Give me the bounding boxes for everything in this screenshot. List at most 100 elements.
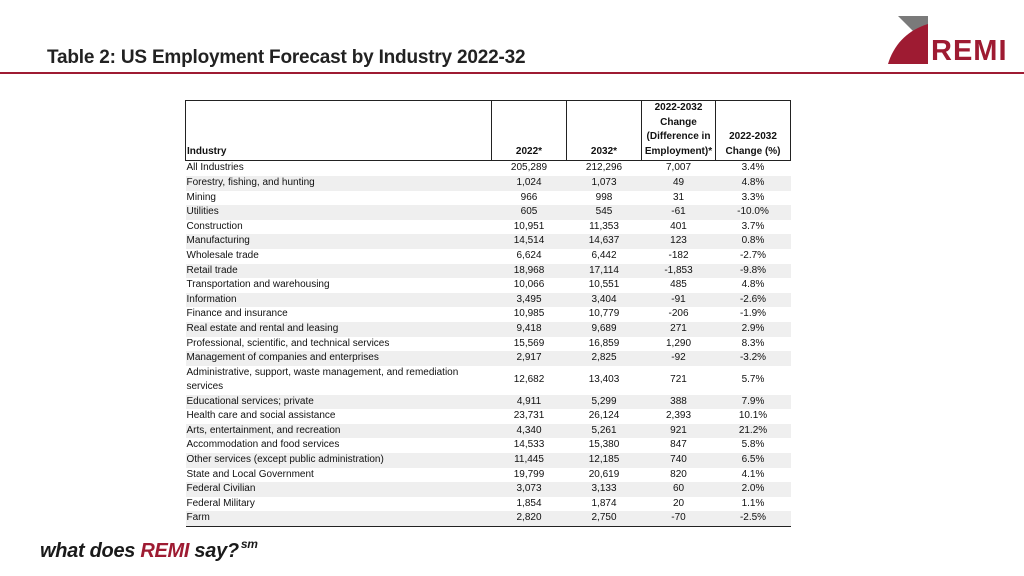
industry-cell: State and Local Government [186,468,314,480]
remi-logo: REMI [888,16,1008,66]
change-cell: 721 [670,373,687,385]
industry-cell: Farm [185,511,492,528]
title-rule [0,72,1024,74]
change-cell: -91 [641,292,716,308]
value-2032-cell: 545 [566,205,642,220]
value-2032-cell: 2,750 [566,511,642,528]
table-row: Farm 2,820 2,750 -70 -2.5% [185,511,791,528]
change-pct-cell: 10.1% [738,410,768,422]
value-2032-cell: 10,779 [588,308,620,320]
industry-cell: Other services (except public administra… [185,453,492,468]
header-change: 2022-2032 Change (Difference in Employme… [641,99,716,162]
change-pct-cell: 4.1% [741,468,765,480]
change-cell: 847 [670,439,687,451]
change-pct-cell: 6.5% [715,453,791,468]
industry-cell: Federal Military [186,497,255,509]
change-pct-cell: 8.3% [741,337,765,349]
industry-cell: Retail trade [185,263,492,279]
logo-text: REMI [931,35,1008,67]
table-row: All Industries 205,289 212,296 7,007 3.4% [186,161,791,176]
industry-cell: Professional, scientific, and technical … [186,337,390,349]
change-cell: 271 [641,321,716,337]
value-2032-cell: 12,185 [566,453,642,468]
industry-cell: Educational services; private [185,394,492,410]
value-2032-cell: 20,619 [588,468,620,480]
header-2032: 2032* [566,99,642,162]
table-row: Accommodation and food services 14,533 15,… [186,438,791,453]
table-row: Finance and insurance 10,985 10,779 -206 -1.… [186,307,791,322]
change-cell: 921 [641,423,716,439]
tagline: what does REMI say? sm [40,537,258,563]
industry-cell: Transportation and warehousing [186,279,330,291]
table-row: Real estate and rental and leasing 9,418 9… [185,321,791,337]
change-pct-cell: -2.7% [739,249,767,261]
table-row: Federal Military 1,854 1,874 20 1.1% [186,497,791,512]
value-2032-cell: 9,689 [566,321,642,337]
table-row: Forestry, fishing, and hunting 1,024 1,073… [185,175,791,191]
table-row: Retail trade 18,968 17,114 -1,853 -9.8% [185,263,791,279]
value-2022-cell: 4,911 [491,394,567,410]
change-cell: 820 [670,468,687,480]
industry-cell: Administrative, support, waste managemen… [186,367,459,393]
change-cell: 740 [641,453,716,468]
table-row: Wholesale trade 6,624 6,442 -182 -2.7% [186,249,791,264]
table-row: Manufacturing 14,514 14,637 123 0.8% [185,234,791,249]
table-header-row: Industry 2022* 2032* 2022-2032 Change (D… [185,99,791,162]
change-pct-cell: 3.3% [741,191,765,203]
table-row: Federal Civilian 3,073 3,133 60 2.0% [185,482,791,497]
header-change-pct: 2022-2032 Change (%) [715,99,791,162]
value-2022-cell: 18,968 [491,263,567,279]
change-cell: 60 [641,482,716,497]
value-2022-cell: 15,569 [513,337,545,349]
value-2032-cell: 5,299 [566,394,642,410]
industry-cell: Accommodation and food services [186,439,340,451]
industry-cell: Forestry, fishing, and hunting [185,175,492,191]
value-2032-cell: 16,859 [588,337,620,349]
slide-title: Table 2: US Employment Forecast by Indus… [47,47,526,68]
value-2022-cell: 19,799 [513,468,545,480]
table-row: Transportation and warehousing 10,066 10,5… [186,278,791,293]
tagline-prefix: what does [40,540,141,562]
change-pct-cell: -2.6% [715,292,791,308]
change-pct-cell: -2.5% [715,511,791,528]
change-pct-cell: 3.7% [741,220,765,232]
change-pct-cell: 5.7% [741,373,765,385]
industry-cell: Federal Civilian [185,482,492,497]
change-pct-cell: 2.9% [715,321,791,337]
industry-cell: Management of companies and enterprises [185,351,492,366]
change-pct-cell: 21.2% [715,423,791,439]
value-2022-cell: 10,951 [513,220,545,232]
value-2032-cell: 1,073 [566,175,642,191]
table-row: Other services (except public administra… [185,453,791,468]
change-pct-cell: 0.8% [715,234,791,249]
change-cell: 388 [641,394,716,410]
value-2032-cell: 3,133 [566,482,642,497]
value-2022-cell: 1,854 [516,497,542,509]
header-industry: Industry [185,99,492,162]
change-pct-cell: -9.8% [715,263,791,279]
value-2032-cell: 1,874 [591,497,617,509]
value-2022-cell: 3,073 [491,482,567,497]
industry-cell: Arts, entertainment, and recreation [185,423,492,439]
change-pct-cell: -3.2% [715,351,791,366]
value-2022-cell: 2,917 [491,351,567,366]
industry-cell: Manufacturing [185,234,492,249]
table-row: Educational services; private 4,911 5,299 3… [185,394,791,410]
table-body: All Industries 205,289 212,296 7,007 3.4% For… [185,161,791,528]
change-cell: 49 [641,175,716,191]
change-pct-cell: 4.8% [741,279,765,291]
value-2022-cell: 11,445 [491,453,567,468]
value-2032-cell: 14,637 [566,234,642,249]
change-cell: -61 [641,205,716,220]
change-pct-cell: 2.0% [715,482,791,497]
value-2032-cell: 212,296 [585,162,623,174]
value-2022-cell: 6,624 [516,249,542,261]
change-pct-cell: 3.4% [741,162,765,174]
industry-cell: Mining [186,191,216,203]
change-pct-cell: -10.0% [715,205,791,220]
value-2022-cell: 23,731 [513,410,545,422]
table-row: Management of companies and enterprises 2… [185,351,791,366]
value-2022-cell: 4,340 [491,423,567,439]
change-cell: -206 [668,308,689,320]
industry-cell: Finance and insurance [186,308,288,320]
